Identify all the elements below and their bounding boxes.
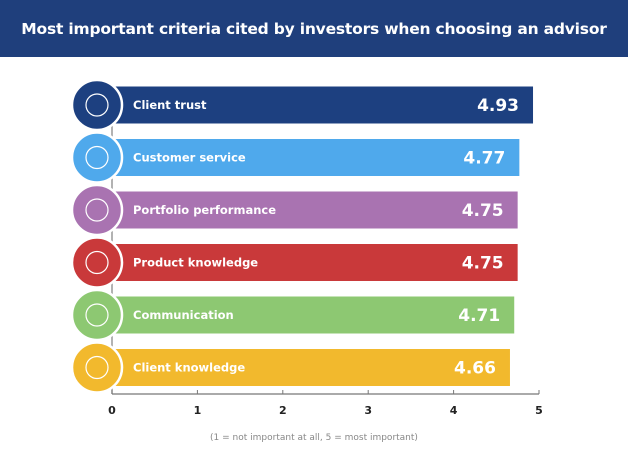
category-label: Client trust <box>133 98 207 112</box>
value-label: 4.66 <box>454 359 496 379</box>
phone-chat-icon <box>70 288 124 342</box>
bar <box>112 296 515 334</box>
value-label: 4.75 <box>462 201 504 221</box>
bar <box>112 349 510 386</box>
x-tick-label: 0 <box>108 404 116 417</box>
icon-glyph <box>85 198 109 222</box>
x-tick-label: 3 <box>364 404 372 417</box>
bar <box>112 139 520 176</box>
x-tick-label: 1 <box>194 404 202 417</box>
bar <box>112 86 534 124</box>
certificate-icon <box>70 183 124 237</box>
customer-service-icon <box>70 131 124 184</box>
value-label: 4.93 <box>477 96 519 116</box>
category-label: Customer service <box>133 151 246 165</box>
award-badge-icon <box>70 236 124 289</box>
x-tick-label: 5 <box>535 404 543 417</box>
icon-glyph <box>85 93 109 117</box>
thumbs-up-stars-icon <box>70 78 124 132</box>
category-label: Portfolio performance <box>133 203 276 217</box>
value-label: 4.71 <box>458 306 500 326</box>
x-tick-label: 2 <box>279 404 287 417</box>
chart-title: Most important criteria cited by investo… <box>0 0 628 57</box>
scale-note: (1 = not important at all, 5 = most impo… <box>210 433 418 443</box>
x-tick-label: 4 <box>450 404 458 417</box>
icon-glyph <box>85 303 109 327</box>
bar <box>112 244 518 281</box>
icon-glyph <box>85 145 109 170</box>
bar <box>112 191 518 229</box>
category-label: Product knowledge <box>133 256 258 270</box>
category-label: Communication <box>133 308 234 322</box>
icon-glyph <box>85 355 109 380</box>
category-label: Client knowledge <box>133 361 245 375</box>
client-rating-icon <box>70 341 124 394</box>
value-label: 4.75 <box>462 254 504 274</box>
value-label: 4.77 <box>463 149 505 169</box>
icon-glyph <box>85 250 109 275</box>
